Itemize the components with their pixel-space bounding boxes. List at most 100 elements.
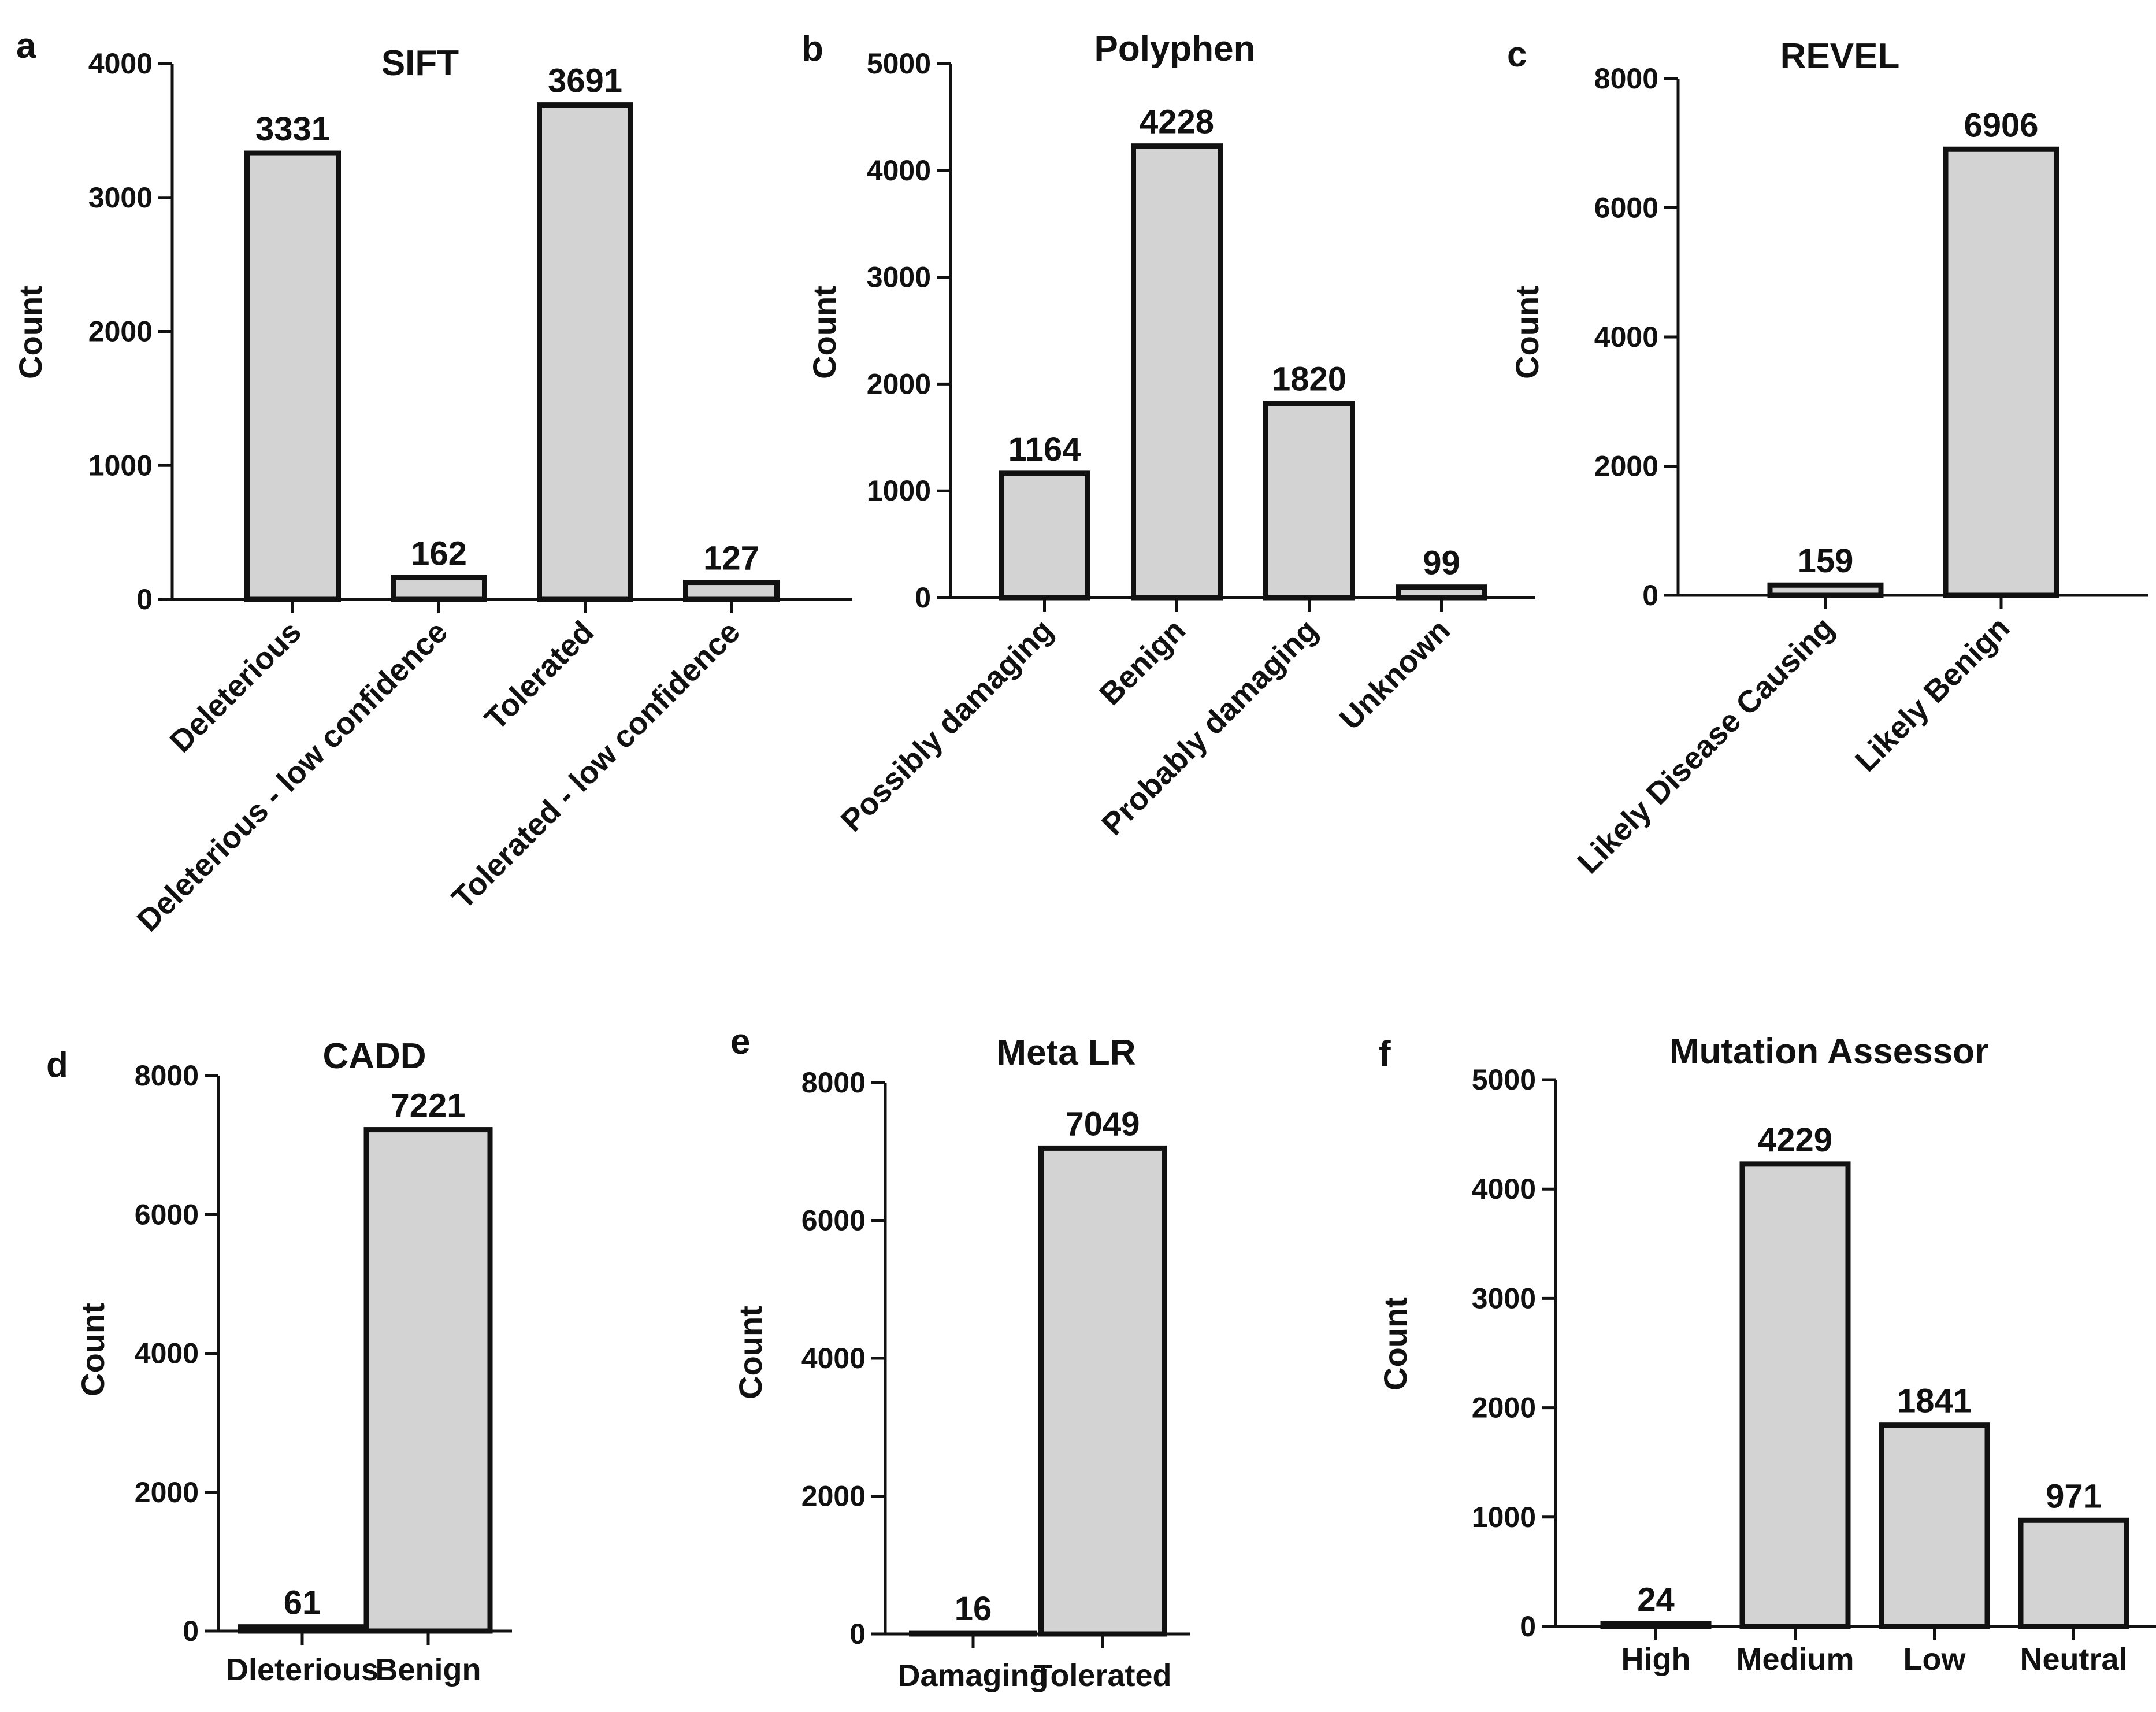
bar-value-label: 3331	[255, 110, 330, 148]
x-category-label: Deleterious	[164, 614, 308, 759]
x-category-label: Likely Benign	[1849, 610, 2017, 779]
x-category-label: Tolerated	[1033, 1658, 1171, 1693]
x-category-label: Unknown	[1333, 613, 1457, 736]
panel-c: c REVEL Count 0 2000 4000 6000 8000 159 Likely Di…	[1507, 35, 2148, 880]
x-category-label: Benign	[376, 1652, 481, 1687]
panel-b: b Polyphen Count 0 1000 2000 3000 4000 5000 1164 P…	[801, 29, 1535, 842]
y-tick-label: 2000	[1594, 450, 1658, 483]
y-axis-label: Count	[1377, 1297, 1413, 1391]
bar-value-label: 4229	[1758, 1121, 1832, 1159]
panel-a: a SIFT Count 0 1000 2000 3000 4000 3331 Deleterio…	[12, 26, 852, 938]
y-tick-label: 4000	[801, 1342, 866, 1374]
x-category-label: Neutral	[2020, 1642, 2127, 1677]
y-tick-label: 5000	[867, 47, 931, 80]
bar-value-label: 971	[2046, 1477, 2102, 1515]
bar-4	[683, 580, 780, 602]
y-tick-label: 2000	[88, 316, 153, 348]
y-axis-label: Count	[732, 1306, 769, 1399]
x-category-label: Likely Disease Causing	[1571, 610, 1841, 880]
y-tick-label: 2000	[867, 368, 931, 400]
y-tick-label: 3000	[88, 181, 153, 214]
y-tick-label: 5000	[1472, 1063, 1536, 1096]
y-tick-label: 6000	[1594, 192, 1658, 224]
bar-3	[1879, 1422, 1990, 1629]
x-category-label: Probably damaging	[1095, 613, 1324, 842]
x-category-label: Dleterious	[226, 1652, 378, 1687]
panel-letter-b: b	[801, 29, 823, 69]
chart-title: Mutation Assessor	[1669, 1032, 1988, 1072]
bar-1	[999, 470, 1090, 601]
bar-4	[1396, 584, 1487, 601]
panel-letter-e: e	[730, 1022, 750, 1062]
bar-4	[2018, 1517, 2129, 1629]
bar-3	[537, 102, 633, 602]
y-tick-label: 8000	[1594, 62, 1658, 95]
bar-1	[909, 1630, 1037, 1637]
x-category-label: Damaging	[897, 1658, 1048, 1693]
panel-letter-c: c	[1507, 35, 1527, 75]
y-tick-label: 0	[1642, 579, 1658, 612]
bar-value-label: 24	[1637, 1581, 1675, 1618]
x-category-label: Medium	[1736, 1642, 1854, 1677]
y-axis-label: Count	[1509, 286, 1545, 379]
bar-value-label: 6906	[1964, 106, 2038, 144]
y-tick-label: 4000	[1472, 1173, 1536, 1205]
x-category-label: Benign	[1093, 613, 1192, 712]
y-tick-label: 2000	[801, 1480, 866, 1513]
y-tick-label: 0	[183, 1615, 199, 1647]
y-tick-label: 6000	[801, 1205, 866, 1237]
bar-2	[1131, 143, 1223, 601]
y-tick-label: 4000	[867, 154, 931, 187]
x-category-label: Deleterious - low confidence	[131, 614, 454, 938]
y-axis-label: Count	[806, 286, 843, 379]
bar-1	[1600, 1621, 1712, 1629]
y-tick-label: 6000	[135, 1198, 199, 1231]
bar-value-label: 127	[703, 540, 759, 577]
y-tick-label: 0	[915, 581, 931, 614]
y-tick-label: 3000	[1472, 1282, 1536, 1314]
bar-value-label: 3691	[548, 62, 622, 100]
x-category-label: Possibly damaging	[834, 613, 1060, 838]
y-axis-label: Count	[12, 286, 49, 379]
panel-letter-a: a	[16, 26, 36, 66]
bar-2	[1739, 1161, 1851, 1629]
bar-value-label: 159	[1798, 542, 1854, 580]
y-tick-label: 0	[1520, 1610, 1536, 1643]
x-category-label: High	[1621, 1642, 1691, 1677]
bar-value-label: 1164	[1008, 431, 1081, 468]
chart-title: SIFT	[381, 43, 459, 83]
y-tick-label: 0	[136, 583, 153, 616]
bar-value-label: 7049	[1065, 1105, 1140, 1143]
y-tick-label: 4000	[135, 1337, 199, 1370]
y-tick-label: 1000	[867, 475, 931, 507]
y-tick-label: 8000	[801, 1066, 866, 1099]
bar-2	[1038, 1145, 1167, 1637]
x-category-label: Tolerated	[478, 614, 600, 736]
y-tick-label: 1000	[1472, 1501, 1536, 1533]
bar-1	[238, 1624, 367, 1634]
y-tick-label: 2000	[135, 1476, 199, 1509]
bar-value-label: 99	[1423, 544, 1460, 582]
panel-letter-f: f	[1379, 1034, 1391, 1074]
bar-2	[363, 1127, 493, 1634]
y-tick-label: 8000	[135, 1059, 199, 1092]
bar-3	[1263, 401, 1355, 601]
bar-value-label: 1820	[1272, 361, 1346, 398]
bar-value-label: 4228	[1140, 103, 1214, 141]
chart-title: Polyphen	[1094, 29, 1255, 69]
y-axis-label: Count	[75, 1303, 111, 1396]
panel-e: e Meta LR Count 0 2000 4000 6000 8000 16 Damaging…	[730, 1022, 1190, 1693]
y-tick-label: 0	[849, 1618, 866, 1650]
panel-f: f Mutation Assessor Count 0 1000 2000 3000 4000…	[1377, 1032, 2156, 1677]
y-tick-label: 3000	[867, 261, 931, 294]
y-tick-label: 2000	[1472, 1392, 1536, 1424]
x-category-label: Low	[1903, 1642, 1966, 1677]
bar-value-label: 16	[955, 1590, 992, 1628]
y-tick-label: 4000	[88, 47, 153, 80]
chart-title: Meta LR	[996, 1033, 1135, 1073]
y-tick-label: 1000	[88, 449, 153, 481]
bar-value-label: 61	[284, 1584, 321, 1622]
y-tick-label: 4000	[1594, 321, 1658, 353]
bar-1	[244, 150, 341, 602]
